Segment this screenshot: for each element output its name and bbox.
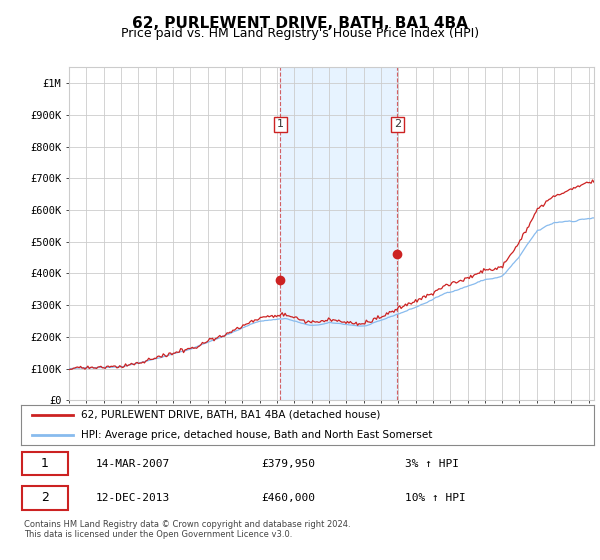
Text: 1: 1 [41,457,49,470]
Text: 1: 1 [277,119,284,129]
Text: HPI: Average price, detached house, Bath and North East Somerset: HPI: Average price, detached house, Bath… [81,430,433,440]
Text: £379,950: £379,950 [262,459,316,469]
Text: Price paid vs. HM Land Registry's House Price Index (HPI): Price paid vs. HM Land Registry's House … [121,27,479,40]
Text: 3% ↑ HPI: 3% ↑ HPI [405,459,459,469]
Text: 62, PURLEWENT DRIVE, BATH, BA1 4BA: 62, PURLEWENT DRIVE, BATH, BA1 4BA [132,16,468,31]
Text: 2: 2 [394,119,401,129]
Text: 12-DEC-2013: 12-DEC-2013 [95,493,170,503]
Text: 10% ↑ HPI: 10% ↑ HPI [405,493,466,503]
FancyBboxPatch shape [22,452,68,475]
Text: £460,000: £460,000 [262,493,316,503]
Text: 2: 2 [41,491,49,505]
Text: Contains HM Land Registry data © Crown copyright and database right 2024.
This d: Contains HM Land Registry data © Crown c… [24,520,350,539]
Text: 62, PURLEWENT DRIVE, BATH, BA1 4BA (detached house): 62, PURLEWENT DRIVE, BATH, BA1 4BA (deta… [81,410,380,420]
Text: 14-MAR-2007: 14-MAR-2007 [95,459,170,469]
Bar [280,67,397,400]
FancyBboxPatch shape [22,486,68,510]
